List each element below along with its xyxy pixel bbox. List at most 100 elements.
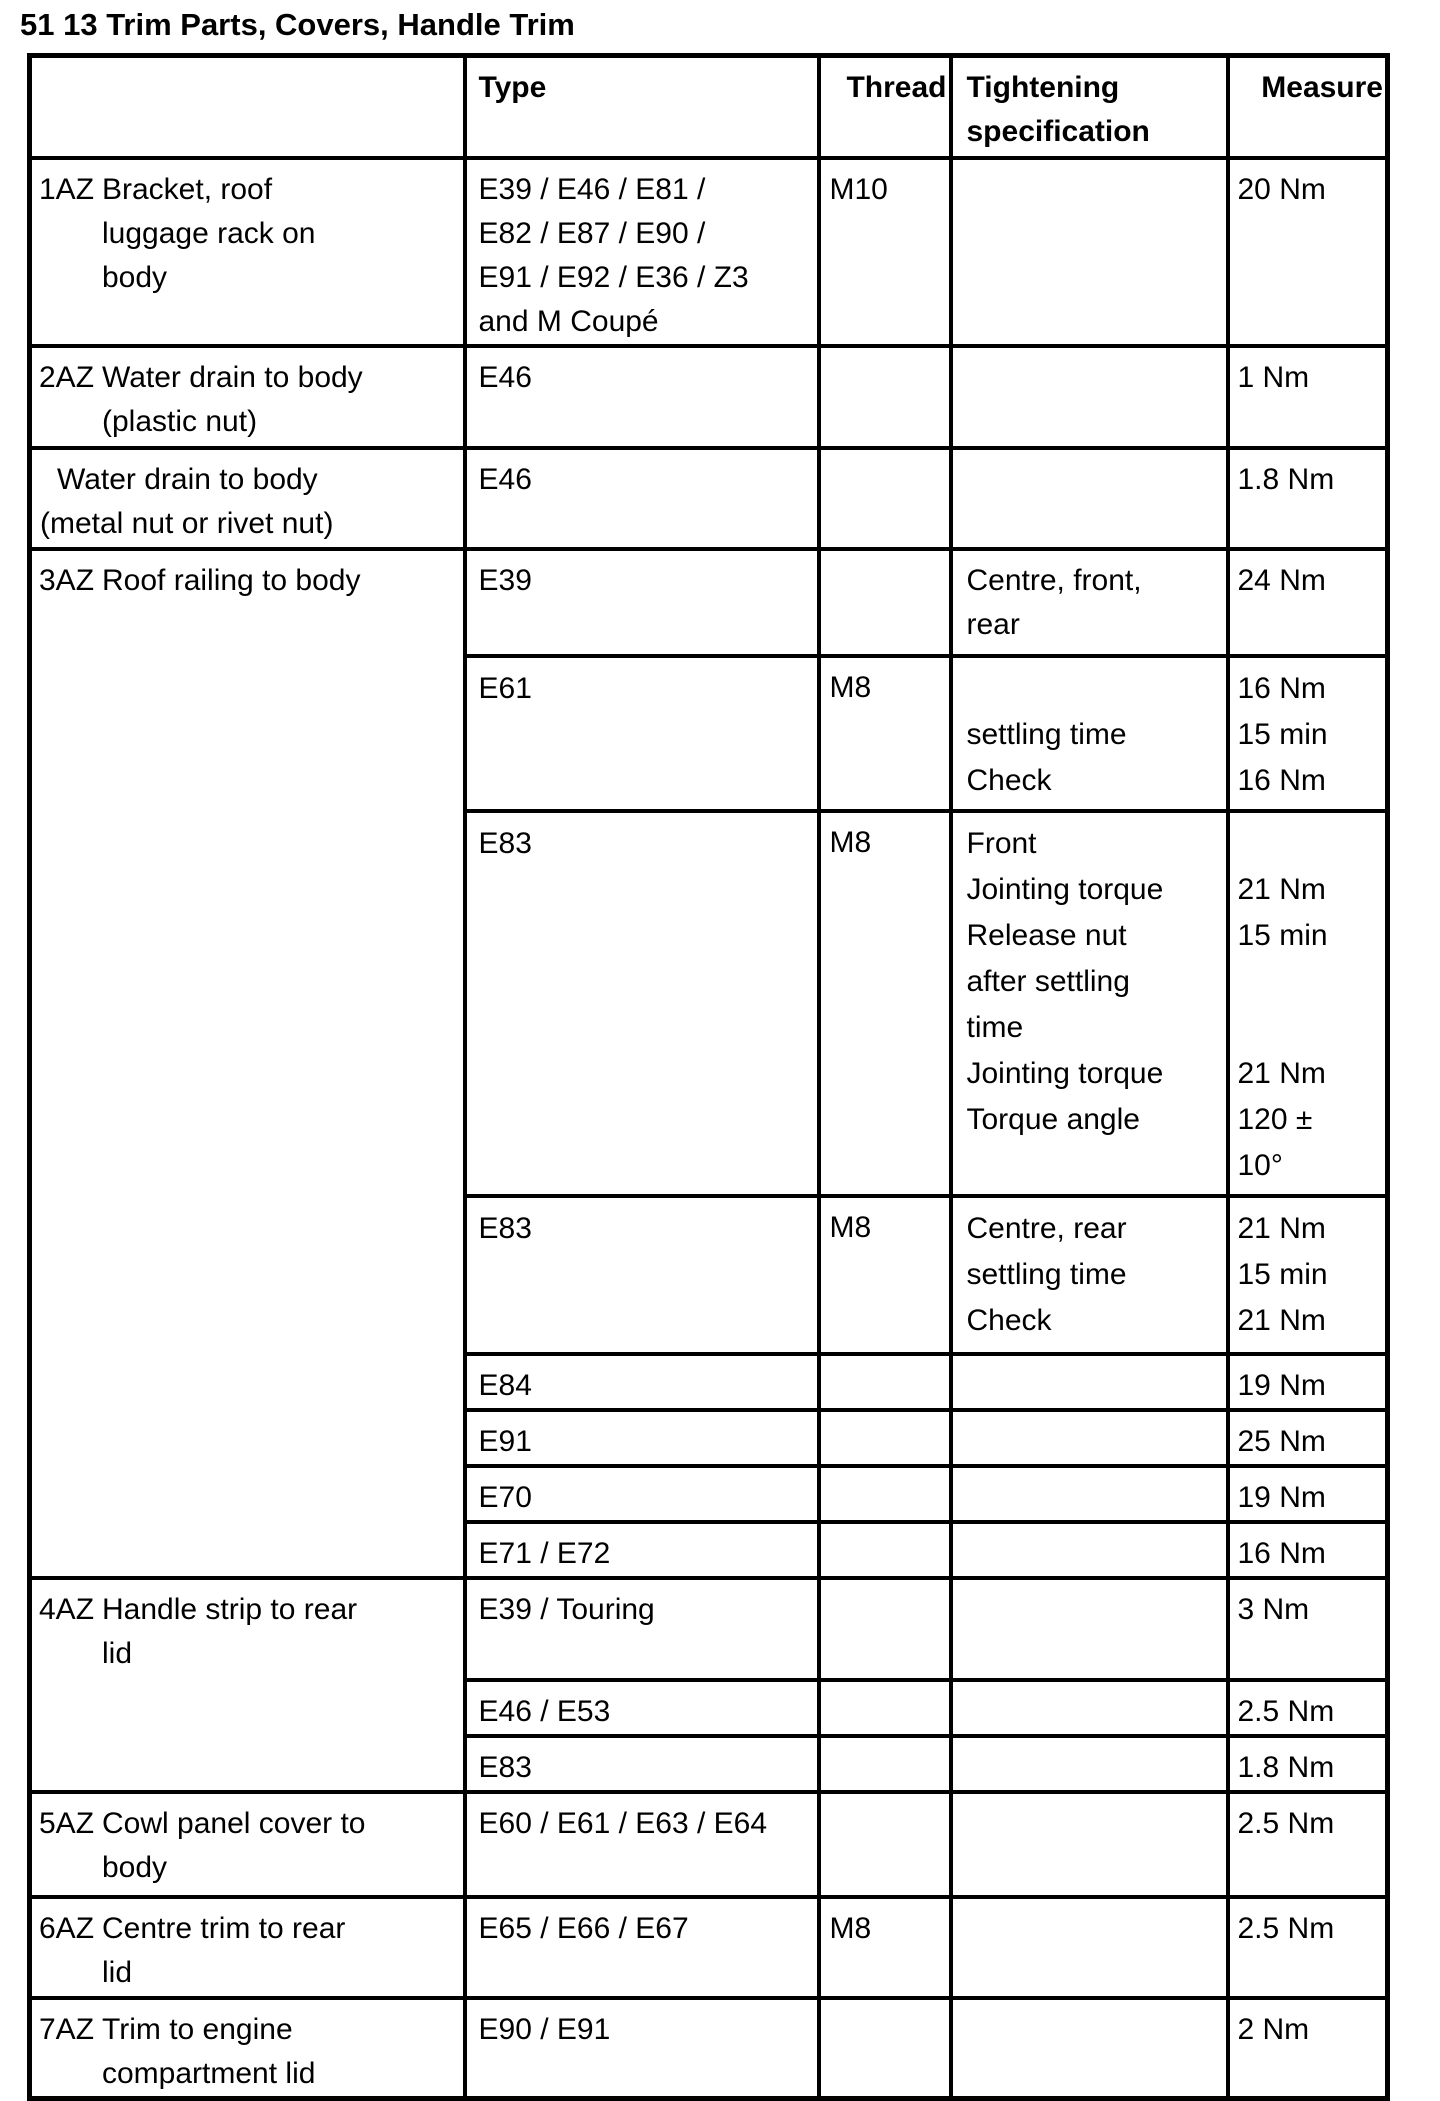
- type-cell: E70: [462, 1463, 821, 1524]
- item-number: 3AZ: [39, 563, 95, 597]
- spec-cell: settling time Check: [948, 653, 1230, 813]
- table-row-4az-e46-e53: E46 / E53 2.5 Nm: [30, 1677, 1390, 1738]
- type-cell: E61: [462, 653, 821, 813]
- table-row-1az: 1AZ Bracket, roof luggage rack on body E39…: [27, 155, 1390, 348]
- table-row-4az-e83: E83 1.8 Nm: [30, 1733, 1390, 1794]
- type-cell: E46 / E53: [462, 1677, 821, 1738]
- header-item-cell: [27, 53, 467, 160]
- item-cell: 2AZ Water drain to body (plastic nut): [27, 343, 467, 450]
- thread-cell: [816, 445, 953, 551]
- spec-cell: [948, 1733, 1230, 1794]
- spec-cell: [948, 343, 1230, 450]
- type-cell: E46: [462, 445, 821, 551]
- header-thread: Thread: [816, 53, 953, 160]
- spec-cell: [948, 445, 1230, 551]
- table-row-3az-e83-rear: E83 M8 Centre, rear settling time Check 21…: [30, 1193, 1390, 1356]
- spec-cell: [948, 1351, 1230, 1412]
- measure-cell: 21 Nm 15 min 21 Nm 120 ±10°: [1225, 808, 1390, 1198]
- item-description: Trim to engine compartment lid: [102, 2012, 316, 2090]
- type-cell: E46: [462, 343, 821, 450]
- thread-cell: [816, 1677, 953, 1738]
- measure-cell: 21 Nm 15 min 21 Nm: [1225, 1193, 1390, 1356]
- measure-cell: 16 Nm 15 min 16 Nm: [1225, 653, 1390, 813]
- table-row-3az-e71-e72: E71 / E72 16 Nm: [30, 1519, 1390, 1580]
- table-row-3az-e83-front: E83 M8 Front Jointing torque Release nut af…: [30, 808, 1390, 1198]
- item-cell: 3AZ Roof railing to body: [27, 546, 467, 1580]
- thread-cell: [816, 1519, 953, 1580]
- thread-cell: [816, 343, 953, 450]
- table-row-3az-e39: 3AZ Roof railing to body E39 Centre, fro…: [27, 546, 1390, 1580]
- table-row-water-drain-metal: Water drain to body (metal nut or rivet n…: [27, 445, 1390, 551]
- item-cell: Water drain to body (metal nut or rivet n…: [27, 445, 467, 551]
- header-tightening-specification: Tightening specification: [948, 53, 1230, 160]
- type-cell: E91: [462, 1407, 821, 1468]
- item-description: Centre trim to rear lid: [102, 1911, 346, 1989]
- spec-cell: Front Jointing torque Release nut after set…: [948, 808, 1230, 1198]
- measure-cell: 1 Nm: [1225, 343, 1390, 450]
- measure-cell: 19 Nm: [1225, 1351, 1390, 1412]
- spec-cell: [948, 1407, 1230, 1468]
- measure-cell: 19 Nm: [1225, 1463, 1390, 1524]
- table-row-6az: 6AZ Centre trim to rear lid E65 / E66 / E…: [27, 1894, 1390, 2000]
- thread-cell: [816, 1995, 953, 2100]
- item-number: 2AZ: [39, 360, 95, 394]
- spec-cell: [948, 155, 1230, 348]
- item-cell: 4AZ Handle strip to rear lid: [27, 1575, 467, 1794]
- thread-cell: M8: [816, 1894, 953, 2000]
- item-description: Handle strip to rear lid: [102, 1592, 358, 1670]
- type-cell: E83: [462, 808, 821, 1198]
- table-row-5az: 5AZ Cowl panel cover to body E60 / E61 / …: [27, 1789, 1390, 1899]
- spec-cell: [948, 1789, 1230, 1899]
- item-number: 6AZ: [39, 1911, 95, 1945]
- thread-cell: M8: [816, 653, 953, 813]
- measure-cell: 2 Nm: [1225, 1995, 1390, 2100]
- type-cell: E83: [462, 1733, 821, 1794]
- type-cell: E84: [462, 1351, 821, 1412]
- item-description: Roof railing to body: [102, 563, 361, 597]
- header-row: Type Thread Tightening specification Meas…: [27, 53, 1390, 160]
- page-title: 51 13 Trim Parts, Covers, Handle Trim: [20, 7, 575, 42]
- item-description: Water drain to body (plastic nut): [102, 360, 363, 438]
- spec-cell: [948, 1519, 1230, 1580]
- spec-cell: [948, 1995, 1230, 2100]
- measure-cell: 1.8 Nm: [1225, 1733, 1390, 1794]
- type-cell: E90 / E91: [462, 1995, 821, 2100]
- thread-cell: [816, 1789, 953, 1899]
- spec-cell: [948, 1463, 1230, 1524]
- thread-cell: [816, 1463, 953, 1524]
- thread-cell: M8: [816, 1193, 953, 1356]
- thread-cell: [816, 546, 953, 658]
- measure-cell: 16 Nm: [1225, 1519, 1390, 1580]
- item-cell: 7AZ Trim to engine compartment lid: [27, 1995, 467, 2100]
- item-number: 1AZ: [39, 172, 95, 206]
- thread-cell: [816, 1351, 953, 1412]
- table-row-3az-e91: E91 25 Nm: [30, 1407, 1390, 1468]
- type-cell: E60 / E61 / E63 / E64: [462, 1789, 821, 1899]
- item-number: 7AZ: [39, 2012, 95, 2046]
- header-measure: Measure: [1225, 53, 1390, 160]
- header-type: Type: [462, 53, 821, 160]
- table-row-3az-e61: E61 M8 settling time Check 16 Nm 15 min 16 …: [30, 653, 1390, 813]
- table-row-3az-e84: E84 19 Nm: [30, 1351, 1390, 1412]
- type-cell: E83: [462, 1193, 821, 1356]
- item-number: 5AZ: [39, 1806, 95, 1840]
- table-row-3az-e70: E70 19 Nm: [30, 1463, 1390, 1524]
- type-cell: E39: [462, 546, 821, 658]
- measure-cell: 3 Nm: [1225, 1575, 1390, 1682]
- spec-cell: Centre, front, rear: [948, 546, 1230, 658]
- torque-spec-table: Type Thread Tightening specification Meas…: [27, 53, 1390, 2101]
- thread-cell: [816, 1407, 953, 1468]
- item-description: Cowl panel cover to body: [102, 1806, 366, 1884]
- measure-cell: 20 Nm: [1225, 155, 1390, 348]
- thread-cell: [816, 1733, 953, 1794]
- table-row-7az: 7AZ Trim to engine compartment lid E90 / …: [27, 1995, 1390, 2100]
- item-cell: 6AZ Centre trim to rear lid: [27, 1894, 467, 2000]
- measure-cell: 25 Nm: [1225, 1407, 1390, 1468]
- measure-cell: 24 Nm: [1225, 546, 1390, 658]
- type-cell: E71 / E72: [462, 1519, 821, 1580]
- spec-cell: [948, 1677, 1230, 1738]
- table-row-4az-e39-touring: 4AZ Handle strip to rear lid E39 / Tourin…: [27, 1575, 1390, 1794]
- spec-cell: [948, 1894, 1230, 2000]
- spec-cell: Centre, rear settling time Check: [948, 1193, 1230, 1356]
- item-cell: 5AZ Cowl panel cover to body: [27, 1789, 467, 1899]
